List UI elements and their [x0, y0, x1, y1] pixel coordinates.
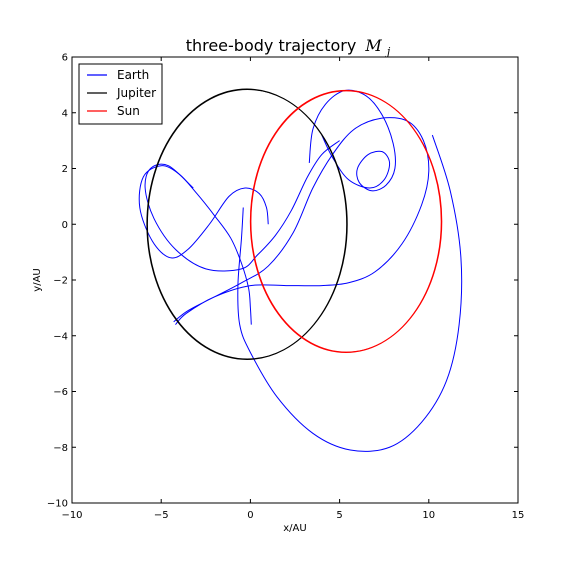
earth-outer-arc-trajectory — [144, 140, 340, 272]
y-tick-label: −2 — [53, 276, 68, 287]
legend: Earth Jupiter Sun — [78, 63, 163, 125]
x-tick-label: 5 — [336, 510, 342, 521]
legend-label-earth: Earth — [117, 68, 149, 82]
sun-orbit-repeat — [250, 90, 443, 353]
jupiter-orbit — [146, 88, 348, 360]
chart-title-math-sub: j — [384, 45, 391, 58]
sun-orbit — [249, 89, 442, 354]
earth-trajectory — [138, 165, 269, 325]
ticks-layer: −10 −5 0 5 10 15 −10 −8 −6 −4 −2 0 2 4 6 — [47, 53, 524, 522]
y-tick-label: −4 — [53, 331, 68, 342]
chart-title: three-body trajectory M j — [186, 36, 391, 58]
earth-loop-2-trajectory — [173, 117, 430, 325]
legend-items: Earth Jupiter Sun — [87, 68, 156, 118]
legend-label-jupiter: Jupiter — [116, 86, 156, 100]
x-axis-label: x/AU — [283, 523, 306, 534]
y-tick-label: 2 — [62, 164, 68, 175]
jupiter-orbit-repeat — [147, 89, 348, 360]
x-tick-label: −5 — [154, 510, 169, 521]
legend-box — [78, 63, 163, 125]
x-tick-label: −10 — [61, 510, 82, 521]
y-tick-label: 4 — [62, 108, 68, 119]
x-tick-label: 0 — [247, 510, 253, 521]
y-tick-label: −8 — [53, 443, 68, 454]
x-tick-label: 15 — [512, 510, 525, 521]
y-tick-label: 6 — [62, 53, 68, 64]
x-tick-label: 10 — [422, 510, 435, 521]
earth-big-outer-trajectory — [237, 134, 463, 452]
y-tick-label: −10 — [47, 499, 68, 510]
chart-title-text: three-body trajectory — [186, 36, 357, 55]
y-tick-label: 0 — [62, 220, 68, 231]
y-axis-label: y/AU — [32, 268, 43, 291]
series-layer — [138, 88, 463, 452]
chart-title-math: M — [364, 36, 382, 55]
legend-label-sun: Sun — [117, 104, 140, 118]
y-tick-label: −6 — [53, 387, 68, 398]
